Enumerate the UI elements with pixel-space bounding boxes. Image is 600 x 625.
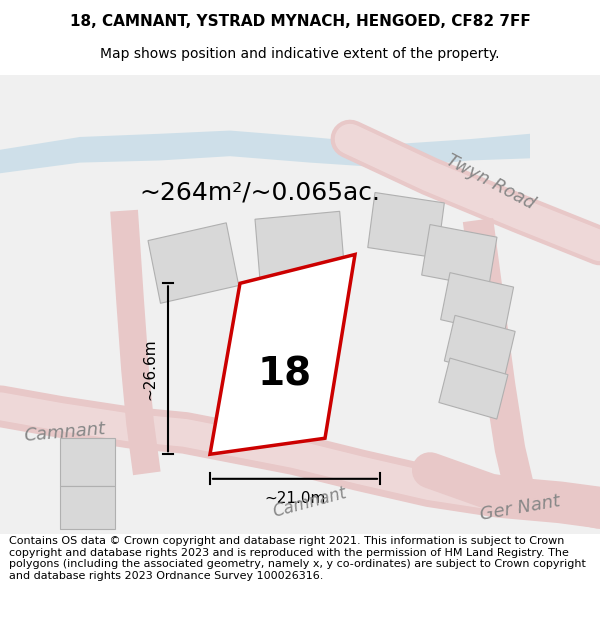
Text: ~21.0m: ~21.0m xyxy=(265,491,326,506)
Text: Ger Nant: Ger Nant xyxy=(478,492,562,524)
Text: Contains OS data © Crown copyright and database right 2021. This information is : Contains OS data © Crown copyright and d… xyxy=(9,536,586,581)
Text: 18: 18 xyxy=(258,355,312,393)
Text: ~26.6m: ~26.6m xyxy=(143,338,157,399)
Bar xyxy=(439,358,508,419)
Text: Camnant: Camnant xyxy=(271,484,349,521)
Bar xyxy=(445,316,515,377)
Bar xyxy=(255,211,345,281)
Bar xyxy=(60,486,115,529)
Bar xyxy=(148,223,239,303)
Bar xyxy=(368,192,445,258)
Text: Camnant: Camnant xyxy=(23,421,107,446)
Text: 18, CAMNANT, YSTRAD MYNACH, HENGOED, CF82 7FF: 18, CAMNANT, YSTRAD MYNACH, HENGOED, CF8… xyxy=(70,14,530,29)
Text: ~264m²/~0.065ac.: ~264m²/~0.065ac. xyxy=(139,181,380,204)
Text: Map shows position and indicative extent of the property.: Map shows position and indicative extent… xyxy=(100,47,500,61)
Polygon shape xyxy=(210,254,355,454)
Bar xyxy=(440,272,514,334)
Bar xyxy=(422,224,497,288)
Polygon shape xyxy=(0,131,530,173)
Bar xyxy=(60,438,115,486)
Text: Twyn Road: Twyn Road xyxy=(443,151,538,213)
